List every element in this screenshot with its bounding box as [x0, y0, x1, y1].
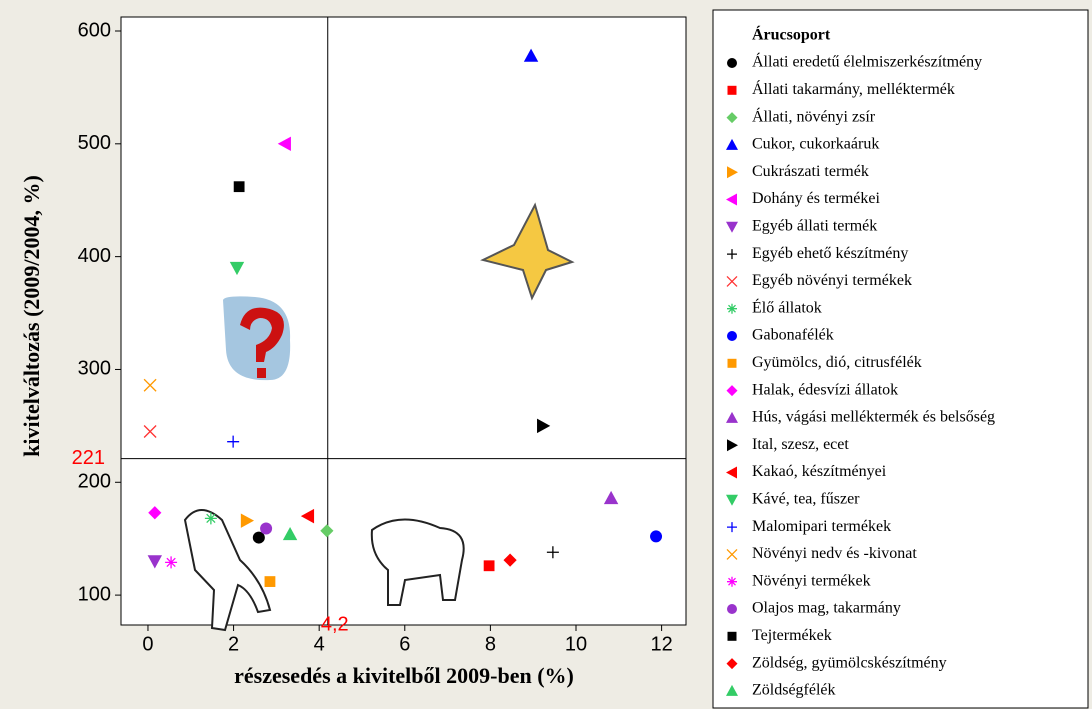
- point: [240, 513, 255, 528]
- legend-swatch: [726, 138, 738, 150]
- y-tick-label: 300: [78, 358, 111, 380]
- reference-label: 221: [72, 447, 105, 469]
- legend-box: [712, 9, 1089, 709]
- point: [282, 526, 298, 541]
- legend-label: Kakaó, készítményei: [752, 463, 887, 480]
- point: [264, 576, 276, 587]
- legend-label: Zöldség, gyümölcskészítmény: [752, 654, 947, 671]
- legend-swatch: [727, 166, 738, 179]
- legend-swatch: [727, 331, 737, 341]
- point: [537, 418, 551, 434]
- y-tick-label: 500: [78, 132, 111, 154]
- point: [320, 524, 334, 538]
- point: [650, 530, 663, 543]
- x-tick-label: 2: [228, 633, 239, 655]
- x-axis-title: részesedés a kivitelből 2009-ben (%): [234, 663, 574, 688]
- legend-swatch: [726, 385, 738, 397]
- point: [503, 553, 517, 567]
- cow-image: [370, 518, 465, 606]
- legend-swatch: [726, 548, 738, 560]
- legend-label: Egyéb állati termék: [752, 217, 877, 234]
- x-tick-label: 12: [650, 633, 672, 655]
- point: [143, 378, 157, 392]
- legend-swatch: [727, 522, 737, 533]
- decorations: [183, 202, 575, 632]
- y-tick-label: 400: [78, 245, 111, 267]
- legend-swatch: [727, 576, 737, 587]
- legend-swatch: [727, 439, 738, 452]
- x-tick-label: 4: [314, 633, 325, 655]
- y-tick-label: 600: [78, 19, 111, 41]
- legend-label: Növényi nedv és -kivonat: [752, 545, 917, 562]
- point: [260, 522, 273, 535]
- legend-title: Árucsoport: [752, 25, 831, 44]
- legend-label: Gyümölcs, dió, citrusfélék: [752, 354, 922, 371]
- legend-swatch: [726, 658, 738, 670]
- legend-label: Gabonafélék: [752, 327, 834, 344]
- legend-swatch: [726, 275, 738, 287]
- legend-swatch: [726, 112, 738, 124]
- point: [147, 555, 163, 569]
- legend-swatch: [726, 193, 737, 206]
- reference-label: 4,2: [321, 613, 349, 635]
- star-image: [480, 202, 575, 301]
- legend-label: Állati eredetű élelmiszerkészítmény: [752, 52, 982, 71]
- x-tick-label: 8: [485, 633, 496, 655]
- point: [483, 560, 495, 572]
- point: [300, 508, 315, 524]
- point: [204, 512, 217, 525]
- legend-label: Olajos mag, takarmány: [752, 600, 901, 617]
- point: [165, 556, 178, 569]
- y-axis-title: kivitelváltozás (2009/2004, %): [19, 175, 44, 457]
- point: [229, 261, 245, 276]
- point: [143, 425, 157, 438]
- legend-swatch: [726, 411, 738, 423]
- legend-label: Egyéb növényi termékek: [752, 272, 912, 289]
- legend-label: Zöldségfélék: [752, 682, 836, 699]
- legend-label: Dohány és termékei: [752, 190, 881, 207]
- legend-label: Növényi termékek: [752, 572, 871, 589]
- point: [603, 490, 619, 505]
- legend-swatch: [727, 604, 737, 614]
- legend-label: Malomipari termékek: [752, 518, 891, 535]
- legend-swatch: [727, 85, 737, 95]
- point: [233, 181, 245, 193]
- legend-swatch: [727, 58, 737, 68]
- point: [252, 531, 265, 544]
- x-tick-label: 6: [399, 633, 410, 655]
- legend-swatch: [727, 249, 737, 260]
- x-tick-label: 10: [565, 633, 587, 655]
- legend-swatch: [727, 303, 737, 314]
- legend-label: Hús, vágási melléktermék és belsőség: [752, 409, 995, 426]
- legend-label: Állati takarmány, melléktermék: [752, 79, 955, 98]
- y-tick-label: 200: [78, 471, 111, 493]
- point: [546, 546, 559, 559]
- point: [227, 435, 240, 448]
- legend-label: Ital, szesz, ecet: [752, 436, 849, 453]
- x-tick-label: 0: [142, 633, 153, 655]
- legend-swatch: [726, 494, 738, 506]
- legend-swatch: [727, 631, 737, 641]
- legend-label: Kávé, tea, fűszer: [752, 490, 860, 507]
- question-image: [240, 307, 284, 378]
- legend-label: Cukrászati termék: [752, 163, 869, 180]
- legend-label: Egyéb ehető készítmény: [752, 245, 908, 262]
- legend-swatch: [727, 358, 737, 368]
- y-tick-label: 100: [78, 583, 111, 605]
- legend-label: Halak, édesvízi állatok: [752, 381, 898, 398]
- legend-swatch: [726, 466, 737, 479]
- legend-label: Cukor, cukorkaáruk: [752, 136, 879, 153]
- legend-label: Tejtermékek: [752, 627, 832, 644]
- point: [523, 48, 539, 62]
- legend-swatch: [726, 221, 738, 233]
- legend-label: Élő állatok: [752, 297, 822, 316]
- point: [148, 506, 162, 520]
- dog-image: [183, 509, 272, 632]
- point: [277, 136, 291, 152]
- legend-swatch: [726, 684, 738, 696]
- legend-label: Állati, növényi zsír: [752, 106, 876, 125]
